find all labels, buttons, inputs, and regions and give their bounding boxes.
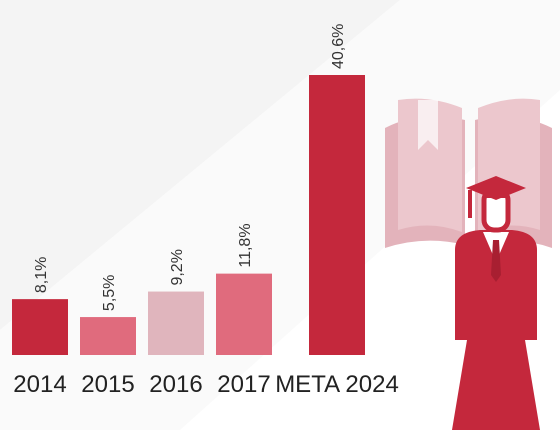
bar bbox=[80, 317, 136, 355]
value-label: 9,2% bbox=[169, 249, 186, 285]
bar bbox=[148, 292, 204, 355]
bar bbox=[309, 75, 365, 355]
value-label: 40,6% bbox=[330, 24, 347, 69]
x-tick-label: META 2024 bbox=[275, 371, 399, 398]
value-label: 8,1% bbox=[33, 257, 50, 293]
value-label: 11,8% bbox=[237, 223, 254, 267]
cap-base bbox=[484, 188, 508, 198]
chart: 8,1% 2014 5,5% 2015 9,2% 2016 11,8% 2017 40,6% ME… bbox=[0, 0, 560, 430]
bar bbox=[216, 274, 272, 355]
value-label: 5,5% bbox=[101, 275, 118, 311]
x-tick-label: 2015 bbox=[81, 371, 134, 398]
x-tick-label: 2016 bbox=[149, 371, 202, 398]
bar bbox=[12, 299, 68, 355]
x-tick-label: 2014 bbox=[13, 371, 66, 398]
x-tick-label: 2017 bbox=[217, 371, 270, 398]
